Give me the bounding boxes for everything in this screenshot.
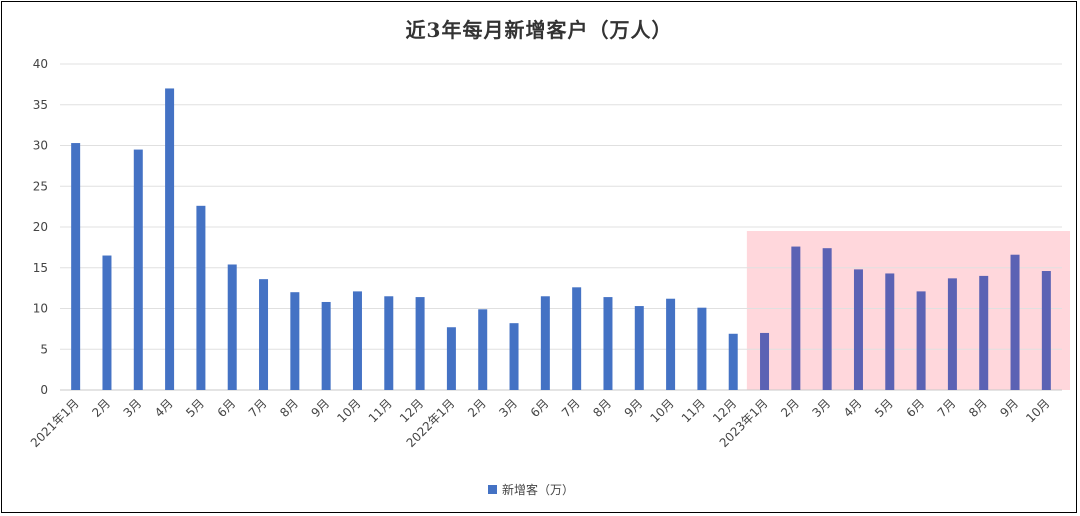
x-tick-label: 7月 <box>246 396 270 420</box>
x-tick-label: 11月 <box>679 396 708 425</box>
bar <box>822 248 832 390</box>
y-tick-label: 15 <box>33 261 48 275</box>
bar <box>196 205 206 390</box>
bar <box>728 333 738 390</box>
x-tick-label: 2月 <box>465 396 489 420</box>
bar <box>697 307 707 390</box>
x-tick-label: 11月 <box>366 396 395 425</box>
bar <box>165 88 175 390</box>
bar <box>352 291 362 390</box>
y-tick-label: 25 <box>33 179 48 193</box>
bar <box>509 323 519 390</box>
bar <box>102 255 112 390</box>
bar <box>321 301 331 390</box>
bar <box>572 287 582 390</box>
y-tick-label: 5 <box>40 342 48 356</box>
bar <box>760 332 770 390</box>
y-tick-label: 35 <box>33 98 48 112</box>
bar <box>478 309 488 390</box>
y-tick-label: 30 <box>33 139 48 153</box>
bar <box>227 264 237 390</box>
x-tick-label: 7月 <box>559 396 583 420</box>
bar <box>415 297 425 390</box>
x-tick-label: 9月 <box>308 396 332 420</box>
x-tick-label: 3月 <box>809 396 833 420</box>
x-tick-label: 7月 <box>935 396 959 420</box>
x-tick-label: 6月 <box>528 396 552 420</box>
bar <box>71 143 81 390</box>
x-tick-label: 2月 <box>778 396 802 420</box>
x-tick-label: 4月 <box>152 396 176 420</box>
bar <box>916 291 926 390</box>
x-tick-label: 3月 <box>121 396 145 420</box>
x-tick-label: 10月 <box>648 396 677 425</box>
bar <box>259 279 269 390</box>
bar <box>603 297 613 390</box>
bar <box>446 327 456 390</box>
bar <box>133 149 143 390</box>
y-tick-label: 0 <box>40 383 48 397</box>
x-tick-label: 8月 <box>966 396 990 420</box>
x-tick-label: 10月 <box>1023 396 1052 425</box>
bar <box>384 296 394 390</box>
x-tick-label: 8月 <box>590 396 614 420</box>
x-tick-label: 9月 <box>997 396 1021 420</box>
x-tick-label: 8月 <box>277 396 301 420</box>
legend-swatch <box>488 485 497 494</box>
bar <box>290 292 300 390</box>
x-tick-label: 2021年1月 <box>28 396 82 450</box>
x-tick-label: 10月 <box>334 396 363 425</box>
chart-title: 近3年每月新增客户（万人） <box>405 18 673 42</box>
x-tick-label: 4月 <box>841 396 865 420</box>
bar <box>979 275 989 390</box>
bar <box>853 269 863 390</box>
bar <box>885 273 895 390</box>
legend: 新增客（万） <box>488 482 574 497</box>
bar <box>1041 271 1051 390</box>
y-tick-label: 20 <box>33 220 48 234</box>
x-tick-label: 5月 <box>183 396 207 420</box>
x-tick-label: 2月 <box>89 396 113 420</box>
x-tick-label: 3月 <box>496 396 520 420</box>
bar <box>1010 254 1020 390</box>
bar <box>666 298 676 390</box>
y-tick-label: 40 <box>33 57 48 71</box>
x-tick-label: 6月 <box>215 396 239 420</box>
x-tick-label: 9月 <box>622 396 646 420</box>
bar <box>791 246 801 390</box>
y-tick-label: 10 <box>33 302 48 316</box>
x-tick-label: 6月 <box>903 396 927 420</box>
bar <box>634 306 644 390</box>
x-tick-label: 5月 <box>872 396 896 420</box>
bar <box>540 296 550 390</box>
legend-label: 新增客（万） <box>502 482 574 497</box>
bar <box>947 278 957 390</box>
